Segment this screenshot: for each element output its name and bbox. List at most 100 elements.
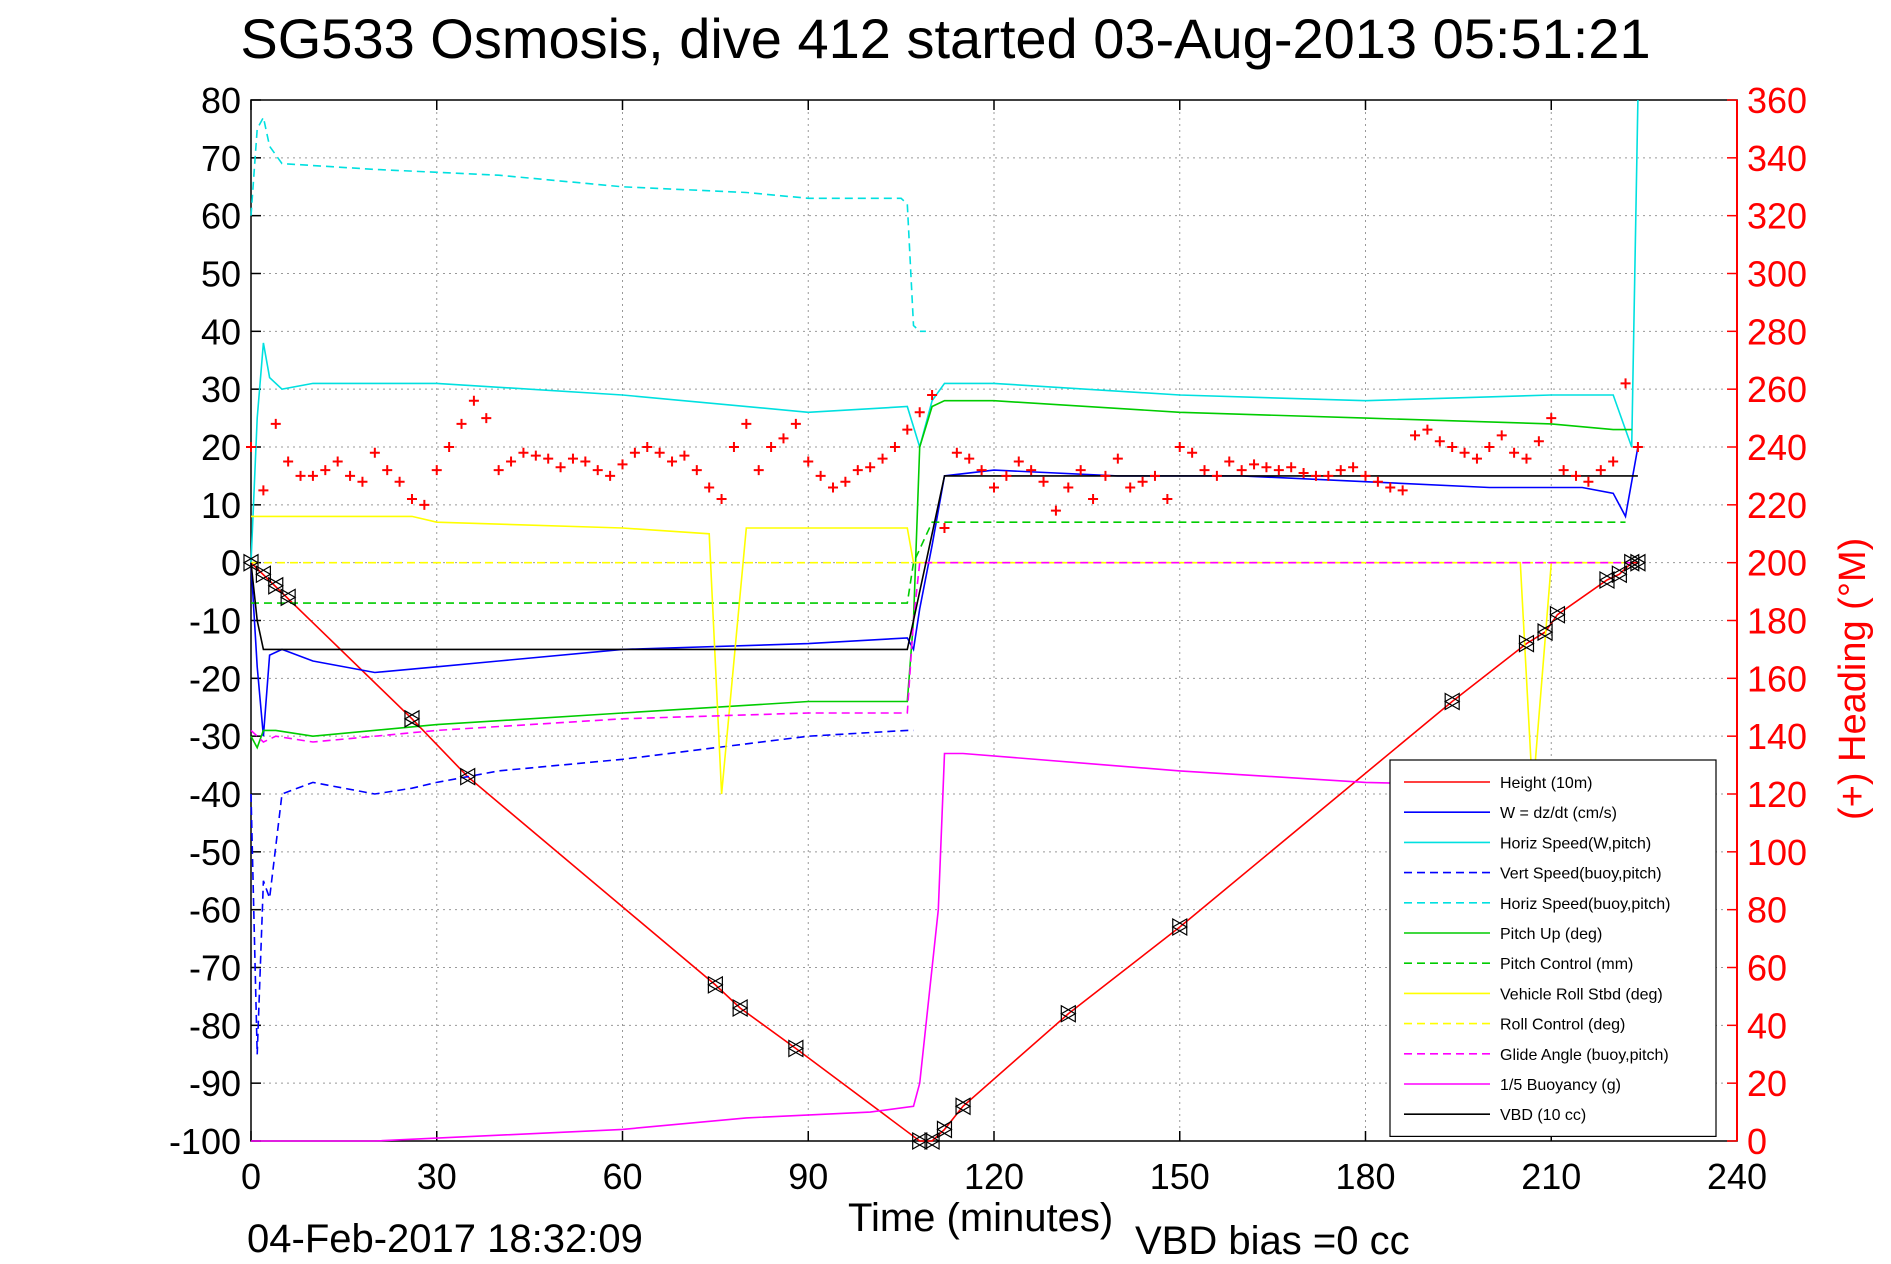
heading-point: [493, 465, 504, 476]
heading-point: [889, 442, 900, 452]
y2-tick-label: 100: [1747, 832, 1807, 873]
heading-point: [1013, 456, 1024, 467]
series-line-2: [250, 99, 1639, 563]
legend-label-4: Horiz Speed(buoy,pitch): [1500, 896, 1670, 913]
sample-point: [787, 1039, 805, 1058]
legend-label-2: Horiz Speed(W,pitch): [1500, 835, 1651, 852]
heading-point: [1199, 465, 1210, 476]
y2-tick-label: 300: [1747, 254, 1807, 295]
y-tick-label: 20: [201, 427, 241, 468]
heading-point: [580, 456, 591, 467]
heading-point: [1360, 470, 1371, 481]
y-tick-label: -70: [189, 948, 241, 989]
heading-point: [258, 485, 269, 496]
heading-point: [877, 453, 888, 464]
sample-point: [267, 576, 284, 595]
heading-point: [1422, 424, 1433, 435]
x-tick-label: 240: [1707, 1156, 1767, 1197]
sample-point: [1611, 565, 1628, 584]
y-tick-label: 50: [201, 254, 241, 295]
heading-point: [1459, 447, 1470, 458]
heading-point: [1149, 470, 1160, 481]
legend-label-7: Vehicle Roll Stbd (deg): [1500, 986, 1663, 1003]
series-line-5: [250, 399, 1632, 750]
heading-point: [1571, 470, 1582, 481]
vbd-bias-note: VBD bias =0 cc: [1135, 1219, 1410, 1263]
heading-point: [790, 418, 801, 429]
series-line-0: [250, 561, 1638, 1142]
heading-point: [1533, 436, 1544, 447]
heading-point: [1558, 465, 1569, 476]
heading-point: [406, 494, 417, 505]
y-tick-label: -80: [189, 1005, 241, 1046]
legend-label-10: 1/5 Buoyancy (g): [1500, 1077, 1621, 1094]
x-tick-label: 90: [788, 1156, 828, 1197]
legend-label-8: Roll Control (deg): [1500, 1017, 1625, 1034]
heading-point: [1088, 494, 1099, 505]
y-tick-label: 60: [201, 196, 241, 237]
heading-point: [1335, 465, 1346, 476]
heading-point: [728, 442, 739, 452]
heading-point: [506, 456, 517, 467]
heading-point: [1521, 453, 1532, 464]
heading-point: [1496, 430, 1507, 441]
heading-point: [605, 470, 616, 481]
y2-tick-label: 80: [1747, 890, 1787, 931]
x-axis-label: Time (minutes): [848, 1196, 1114, 1240]
legend-label-9: Glide Angle (buoy,pitch): [1500, 1047, 1669, 1064]
y2-tick-label: 120: [1747, 774, 1807, 815]
heading-point: [1447, 442, 1458, 452]
y2-tick-label: 200: [1747, 543, 1807, 584]
sample-point: [911, 1131, 928, 1151]
y2-tick-label: 240: [1747, 427, 1807, 468]
y-tick-label: -100: [169, 1121, 241, 1162]
axes: 0 30 60 90 120 150 180 210 24080706050403020100-…: [169, 80, 1807, 1197]
series-line-1: [250, 446, 1639, 737]
heading-point: [1001, 470, 1012, 481]
heading-point: [444, 442, 455, 452]
sample-point: [707, 975, 724, 994]
sample-point: [242, 553, 260, 572]
heading-point: [704, 482, 715, 493]
heading-point: [543, 453, 554, 464]
heading-point: [629, 447, 640, 458]
x-tick-label: 150: [1150, 1156, 1210, 1197]
heading-point: [766, 442, 777, 452]
sample-point: [255, 565, 272, 584]
heading-point: [1632, 442, 1643, 452]
heading-point: [1583, 476, 1594, 487]
y2-tick-label: 320: [1747, 196, 1807, 237]
heading-point: [1063, 482, 1074, 493]
heading-point: [865, 462, 876, 473]
y2-tick-label: 40: [1747, 1005, 1787, 1046]
heading-point: [567, 453, 578, 464]
heading-point: [1410, 430, 1421, 441]
heading-point: [530, 450, 541, 461]
sample-point: [954, 1097, 972, 1116]
legend-label-0: Height (10m): [1500, 775, 1592, 792]
heading-point: [741, 418, 752, 429]
legend-label-11: VBD (10 cc): [1500, 1107, 1586, 1124]
y2-tick-label: 60: [1747, 948, 1787, 989]
y-tick-label: -50: [189, 832, 241, 873]
y-tick-label: 40: [201, 311, 241, 352]
heading-point: [431, 465, 442, 476]
y-tick-label: -10: [189, 601, 241, 642]
x-tick-label: 0: [241, 1156, 261, 1197]
y2-tick-label: 180: [1747, 601, 1807, 642]
heading-point: [1112, 453, 1123, 464]
y2-tick-label: 220: [1747, 485, 1807, 526]
heading-point: [989, 482, 999, 493]
heading-point: [1434, 436, 1445, 447]
series-line-9: [250, 561, 1632, 743]
heading-point: [778, 433, 789, 444]
heading-point: [518, 447, 529, 458]
y-tick-label: -20: [189, 658, 241, 699]
heading-point: [246, 442, 256, 452]
heading-point: [1323, 470, 1334, 481]
heading-point: [902, 424, 913, 435]
y2-tick-label: 360: [1747, 80, 1807, 121]
heading-point: [976, 465, 987, 476]
sample-point: [1518, 634, 1535, 653]
